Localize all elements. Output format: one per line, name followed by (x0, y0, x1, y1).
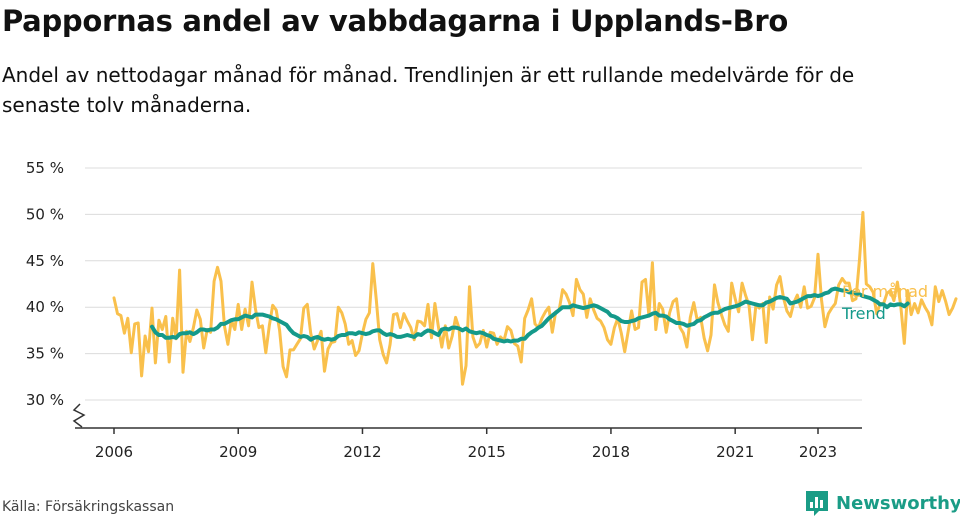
series-labels: Per månad Trend (841, 282, 928, 323)
chart-subtitle: Andel av nettodagar månad för månad. Tre… (2, 63, 855, 117)
y-tick-label: 55 % (26, 159, 64, 177)
y-tick-label: 30 % (26, 391, 64, 409)
x-tick-label: 2021 (716, 443, 754, 461)
x-tick-label: 2015 (468, 443, 506, 461)
series-line-trend (150, 286, 910, 344)
source-note: Källa: Försäkringskassan (2, 499, 175, 515)
grid-lines (85, 167, 862, 401)
y-tick-label: 40 % (26, 298, 64, 316)
series-line-monthly (112, 211, 958, 386)
series-label: Per månad (842, 282, 928, 301)
series-lines (112, 211, 958, 386)
x-tick-label: 2012 (343, 443, 381, 461)
x-tick-label: 2006 (95, 443, 133, 461)
bar-chart-logo-icon (806, 491, 828, 516)
y-tick-label: 45 % (26, 252, 64, 270)
y-tick-label: 50 % (26, 205, 64, 223)
chart-title: Pappornas andel av vabbdagarna i Uppland… (2, 4, 789, 38)
brand-logo[interactable]: Newsworthy (804, 489, 960, 517)
x-tick-label: 2018 (592, 443, 630, 461)
x-tick-label: 2023 (799, 443, 837, 461)
x-tick-label: 2009 (219, 443, 257, 461)
series-label: Trend (841, 304, 886, 323)
y-axis-break-icon (72, 403, 86, 428)
y-tick-label: 35 % (26, 345, 64, 363)
axes: 30 % 35 % 40 % 45 % 50 % 55 % 2006 2009 2012 2015… (26, 159, 862, 461)
brand-name: Newsworthy (836, 492, 960, 514)
